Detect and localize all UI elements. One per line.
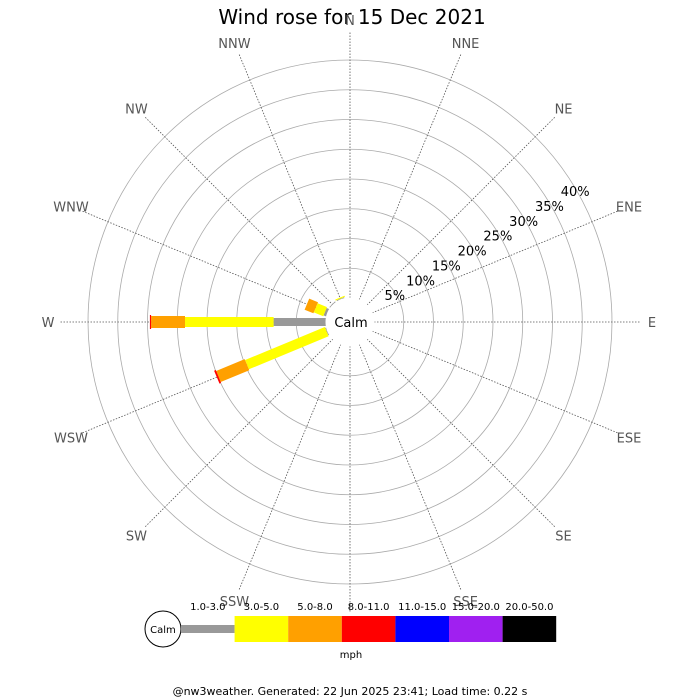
direction-spoke xyxy=(238,53,342,300)
direction-label: N xyxy=(345,14,355,29)
legend-swatch xyxy=(395,616,449,642)
direction-label: SSE xyxy=(453,595,478,610)
direction-label: WNW xyxy=(53,200,89,215)
legend-items: 1.0-3.0 3.0-5.0 5.0-8.0 8.0-11.0 11.0-15.0 15… xyxy=(181,602,557,642)
wind-bar-segment xyxy=(323,308,330,317)
legend-swatch xyxy=(288,616,342,642)
legend-bin-label: 8.0-11.0 xyxy=(348,602,390,613)
legend-swatch xyxy=(449,616,503,642)
direction-spoke xyxy=(144,338,334,528)
legend-swatch xyxy=(234,616,289,642)
percent-label: 5% xyxy=(385,289,406,304)
wind-bar-segment xyxy=(185,317,274,327)
legend-calm-label: Calm xyxy=(150,625,176,636)
percent-label: 10% xyxy=(406,274,435,289)
footer-text: @nw3weather. Generated: 22 Jun 2025 23:4… xyxy=(173,685,528,698)
direction-spoke xyxy=(358,53,462,300)
wind-bar-segment xyxy=(151,316,185,328)
percent-label: 35% xyxy=(535,200,564,215)
percent-labels: 5%10%15%20%25%30%35%40% xyxy=(385,185,590,304)
legend-bin-label: 3.0-5.0 xyxy=(244,602,279,613)
calm-indicator: Calm xyxy=(325,297,375,347)
direction-label: NW xyxy=(125,102,148,117)
direction-spoke xyxy=(81,210,328,314)
direction-label: NNE xyxy=(452,37,480,52)
direction-label: WSW xyxy=(54,432,88,447)
direction-spoke xyxy=(372,330,619,434)
legend-bin-label: 5.0-8.0 xyxy=(297,602,332,613)
percent-label: 30% xyxy=(509,215,538,230)
wind-bar-segment xyxy=(329,301,336,308)
direction-label: SW xyxy=(126,530,147,545)
direction-spoke xyxy=(144,116,334,306)
legend-unit: mph xyxy=(340,650,362,661)
direction-spoke xyxy=(366,116,556,306)
direction-label: ENE xyxy=(616,200,642,215)
legend-swatch xyxy=(502,616,557,642)
direction-spoke xyxy=(372,210,619,314)
percent-label: 25% xyxy=(483,230,512,245)
legend-bin-label: 20.0-50.0 xyxy=(505,602,553,613)
wind-bar-segment xyxy=(313,303,327,317)
direction-label: SE xyxy=(555,530,571,545)
legend-bin-label: 11.0-15.0 xyxy=(398,602,446,613)
direction-labels: NNNENEENEEESESESSESSSWSWWSWWWNWNWNNW xyxy=(42,14,657,633)
wind-bar-segment xyxy=(335,295,345,301)
wind-bar-segment xyxy=(149,315,152,329)
direction-spoke xyxy=(81,330,328,434)
direction-label: ESE xyxy=(617,432,642,447)
direction-label: NE xyxy=(555,102,573,117)
direction-spoke xyxy=(358,344,462,591)
direction-label: E xyxy=(648,316,656,331)
direction-label: NNW xyxy=(218,37,250,52)
wind-bar-segment xyxy=(214,370,222,384)
legend-swatch xyxy=(181,625,235,633)
direction-label: W xyxy=(42,316,55,331)
wind-bars xyxy=(149,295,345,384)
chart-title: Wind rose for 15 Dec 2021 xyxy=(218,5,485,29)
direction-spoke xyxy=(366,338,556,528)
direction-label: SSW xyxy=(220,595,250,610)
wind-bar-segment xyxy=(245,327,329,370)
percent-label: 15% xyxy=(432,259,461,274)
wind-bar-segment xyxy=(216,359,250,382)
direction-spoke xyxy=(238,344,342,591)
calm-label: Calm xyxy=(334,316,367,331)
wind-bar-segment xyxy=(304,298,318,314)
legend-swatch xyxy=(341,616,396,642)
percent-label: 20% xyxy=(458,245,487,260)
calm-circle xyxy=(325,297,375,347)
wind-bar-segment xyxy=(273,318,326,326)
legend-bin-label: 1.0-3.0 xyxy=(190,602,225,613)
direction-spokes xyxy=(60,32,640,612)
percent-label: 40% xyxy=(561,185,590,200)
speed-legend: Calm 1.0-3.0 3.0-5.0 5.0-8.0 8.0-11.0 11.0-1… xyxy=(144,602,557,661)
legend-bin-label: 15.0-20.0 xyxy=(452,602,500,613)
